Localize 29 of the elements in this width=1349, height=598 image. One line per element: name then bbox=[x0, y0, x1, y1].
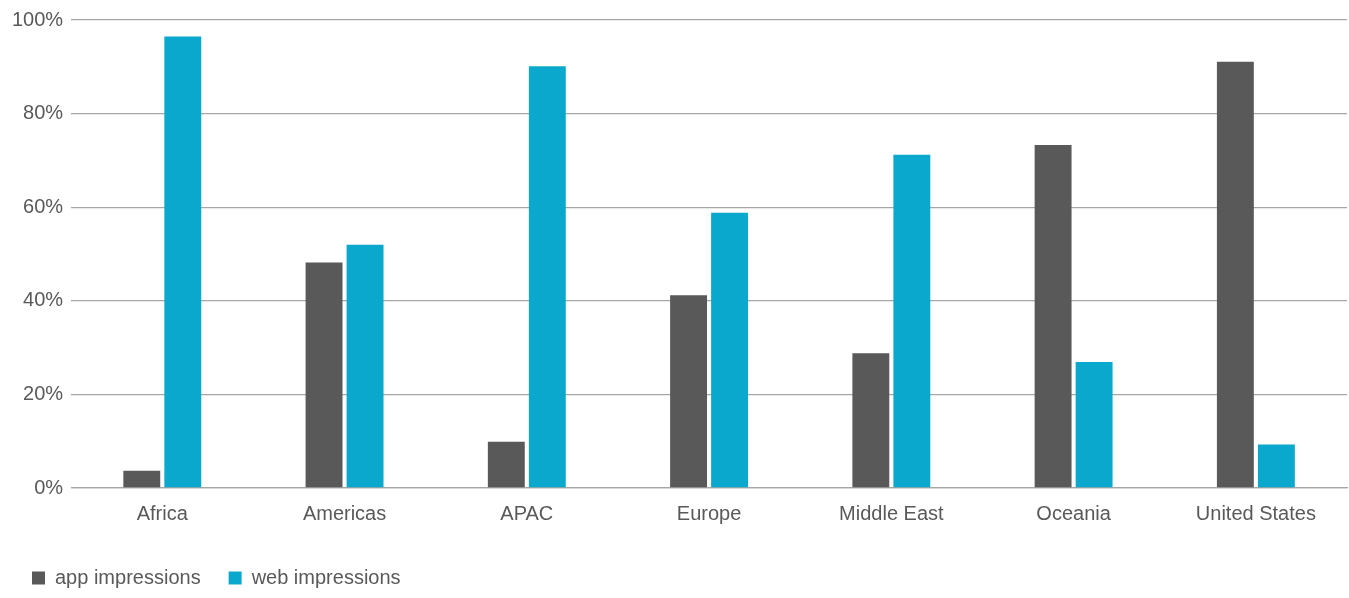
bar bbox=[1216, 61, 1254, 488]
y-tick-label: 0% bbox=[34, 475, 64, 498]
bar bbox=[711, 212, 749, 488]
bar bbox=[852, 353, 890, 488]
x-tick-label: Middle East bbox=[839, 501, 945, 524]
x-tick-label: Oceania bbox=[1036, 501, 1112, 524]
legend-label: web impressions bbox=[250, 565, 401, 588]
y-tick-label: 60% bbox=[23, 194, 64, 217]
bar bbox=[893, 154, 931, 488]
y-tick-label: 100% bbox=[12, 7, 64, 30]
bar bbox=[670, 295, 708, 488]
x-tick-label: APAC bbox=[500, 501, 554, 524]
bar bbox=[528, 66, 566, 488]
legend-label: app impressions bbox=[55, 565, 201, 588]
bar bbox=[123, 470, 161, 488]
bar bbox=[1257, 444, 1295, 488]
x-tick-label: Europe bbox=[676, 501, 742, 524]
bar bbox=[164, 36, 202, 488]
bar bbox=[305, 262, 343, 488]
bar bbox=[487, 441, 525, 488]
x-tick-label: United States bbox=[1195, 501, 1316, 524]
y-tick-label: 80% bbox=[23, 101, 64, 124]
bar bbox=[1075, 362, 1113, 488]
bar bbox=[1034, 144, 1072, 488]
y-tick-label: 20% bbox=[23, 381, 64, 404]
y-tick-label: 40% bbox=[23, 288, 64, 311]
x-tick-label: Americas bbox=[302, 501, 387, 524]
x-tick-label: Africa bbox=[136, 501, 189, 524]
bar bbox=[346, 244, 384, 488]
